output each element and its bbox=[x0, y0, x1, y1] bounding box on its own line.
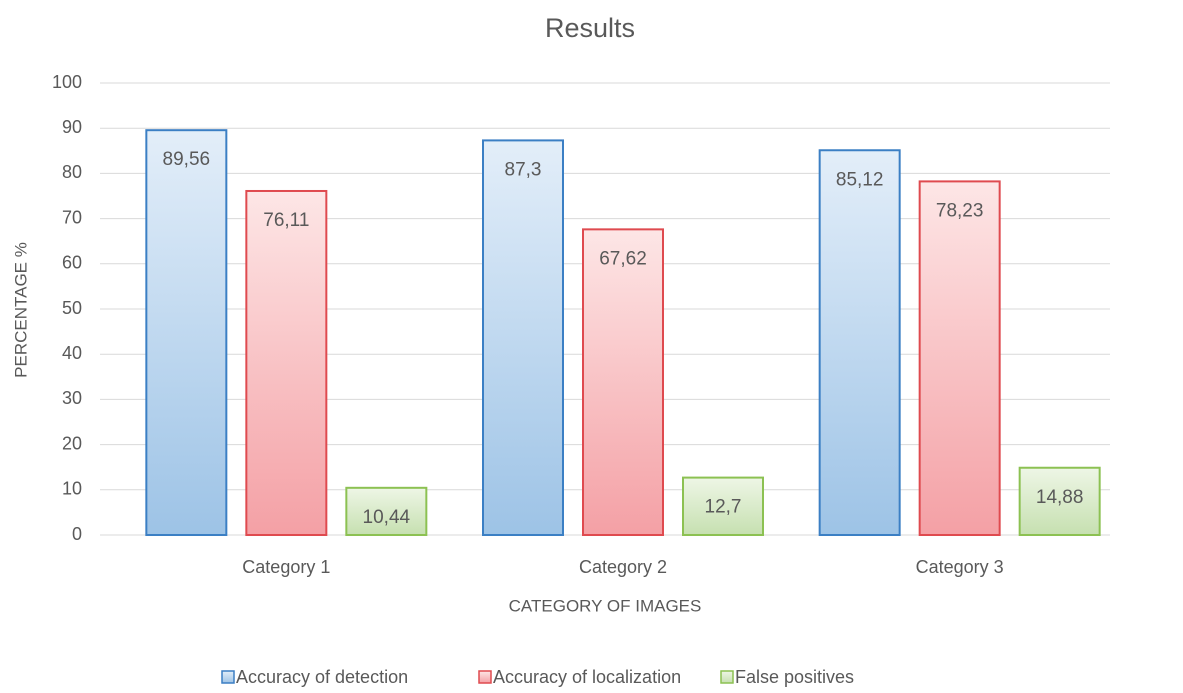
y-tick-label: 20 bbox=[62, 433, 82, 453]
y-tick-label: 100 bbox=[52, 72, 82, 92]
bar bbox=[245, 189, 328, 537]
bar bbox=[818, 149, 901, 536]
legend-swatch bbox=[720, 670, 734, 684]
bar bbox=[345, 486, 428, 536]
legend-label: Accuracy of detection bbox=[236, 667, 408, 687]
bar bbox=[682, 476, 764, 537]
legend-swatch bbox=[221, 670, 235, 684]
bar bbox=[918, 180, 1001, 537]
data-label: 85,12 bbox=[836, 169, 884, 190]
chart-title: Results bbox=[545, 13, 635, 43]
x-axis-label: CATEGORY OF IMAGES bbox=[509, 596, 702, 615]
x-tick-label: Category 3 bbox=[916, 557, 1004, 577]
y-tick-label: 40 bbox=[62, 343, 82, 363]
data-label: 14,88 bbox=[1036, 487, 1084, 508]
y-tick-label: 80 bbox=[62, 162, 82, 182]
legend-label: False positives bbox=[735, 667, 854, 687]
legend-label: Accuracy of localization bbox=[493, 667, 681, 687]
data-label: 12,7 bbox=[705, 497, 742, 518]
y-tick-label: 70 bbox=[62, 207, 82, 227]
y-tick-label: 30 bbox=[62, 388, 82, 408]
y-axis-label: PERCENTAGE % bbox=[11, 242, 30, 378]
y-tick-label: 90 bbox=[62, 117, 82, 137]
data-label: 10,44 bbox=[363, 507, 411, 528]
bar bbox=[482, 139, 564, 537]
x-tick-label: Category 2 bbox=[579, 557, 667, 577]
data-label: 78,23 bbox=[936, 200, 984, 221]
bar bbox=[582, 228, 664, 536]
bar bbox=[145, 129, 228, 536]
data-label: 76,11 bbox=[263, 210, 309, 231]
y-tick-label: 0 bbox=[72, 524, 82, 544]
y-tick-label: 10 bbox=[62, 479, 82, 499]
data-label: 89,56 bbox=[163, 149, 211, 170]
data-label: 67,62 bbox=[599, 248, 647, 269]
y-tick-label: 60 bbox=[62, 253, 82, 273]
legend-swatch bbox=[478, 670, 492, 684]
data-label: 87,3 bbox=[505, 159, 542, 180]
x-tick-label: Category 1 bbox=[242, 557, 330, 577]
y-tick-label: 50 bbox=[62, 298, 82, 318]
bar bbox=[1018, 466, 1101, 536]
